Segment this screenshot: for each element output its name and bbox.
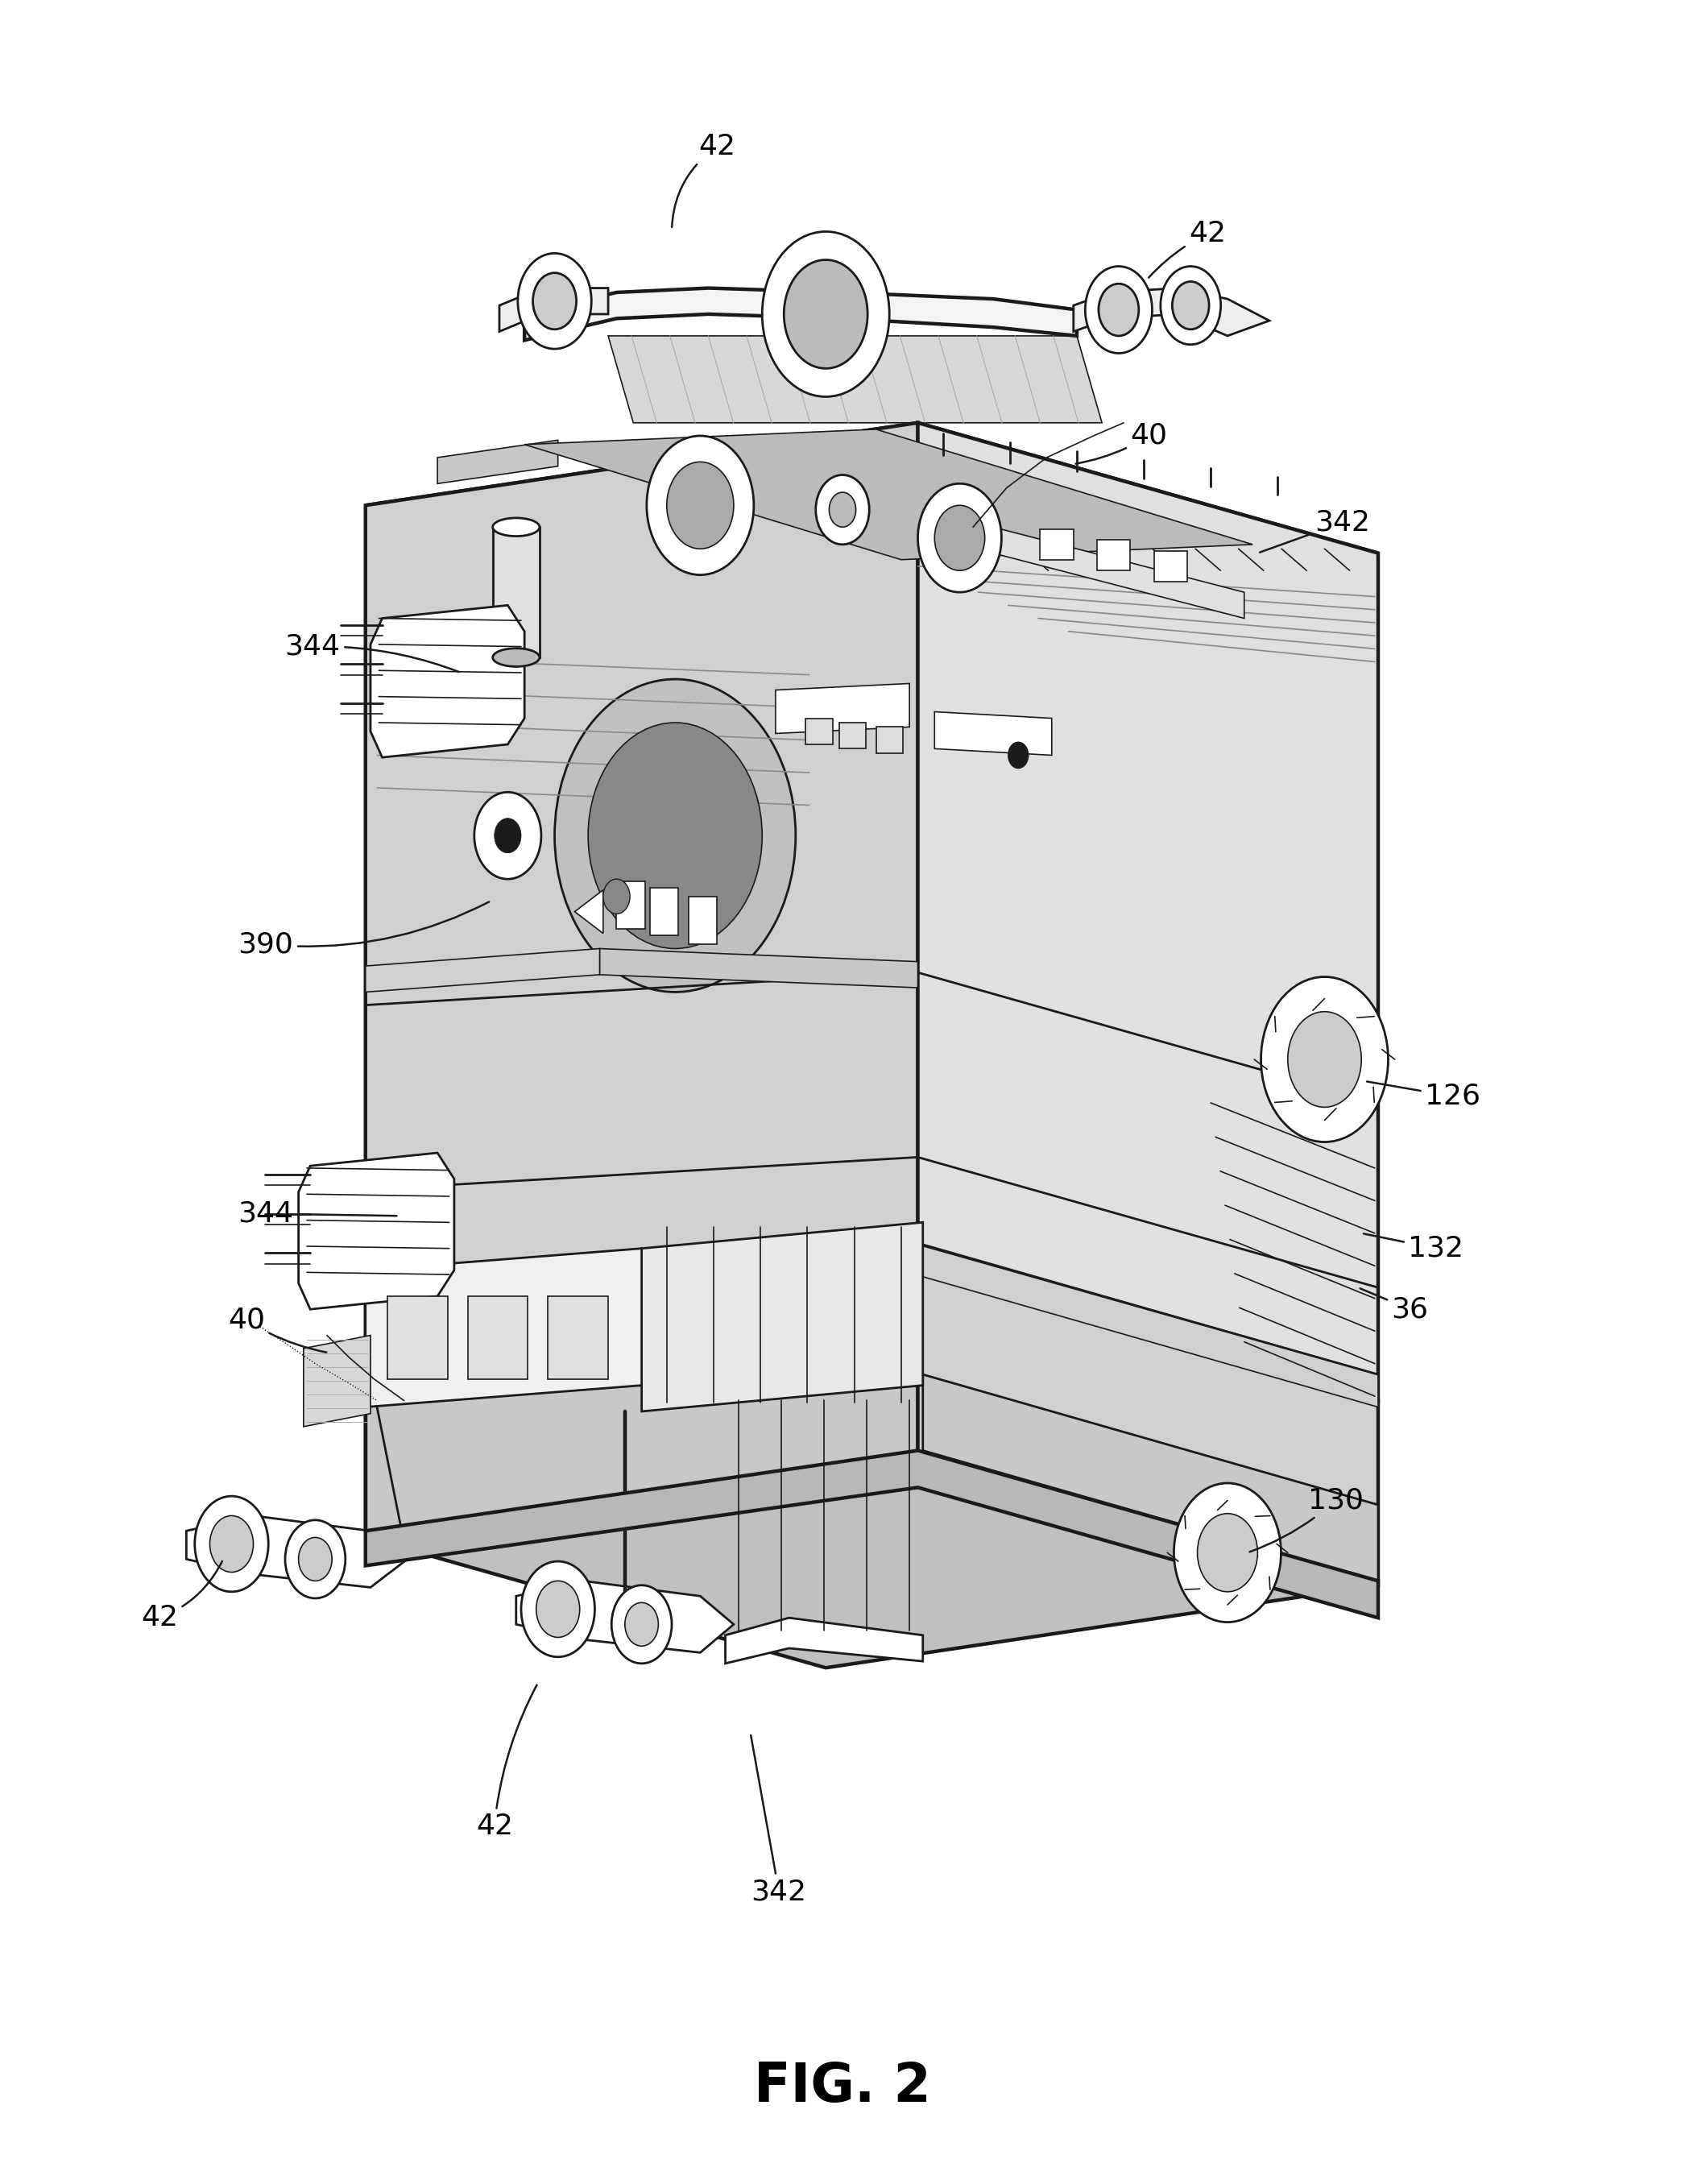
Circle shape <box>1174 1483 1281 1623</box>
Text: 42: 42 <box>142 1562 222 1631</box>
Circle shape <box>625 1603 659 1647</box>
Bar <box>839 723 866 749</box>
Text: 132: 132 <box>1363 1234 1464 1262</box>
Text: 342: 342 <box>752 1734 807 1904</box>
Circle shape <box>603 880 630 913</box>
Circle shape <box>647 437 753 574</box>
Polygon shape <box>575 889 603 933</box>
Circle shape <box>784 260 868 369</box>
Circle shape <box>816 474 869 544</box>
Circle shape <box>517 253 591 349</box>
Text: 342: 342 <box>1260 509 1370 553</box>
Ellipse shape <box>492 518 539 537</box>
Bar <box>617 880 645 928</box>
Bar <box>1040 529 1073 559</box>
Polygon shape <box>492 526 539 657</box>
Text: 42: 42 <box>672 133 735 227</box>
Polygon shape <box>923 1245 1378 1406</box>
Polygon shape <box>366 948 600 992</box>
Circle shape <box>1260 976 1388 1142</box>
Circle shape <box>473 793 541 880</box>
Circle shape <box>1161 266 1220 345</box>
Bar <box>689 895 716 943</box>
Polygon shape <box>187 1516 408 1588</box>
Polygon shape <box>775 684 910 734</box>
Text: 130: 130 <box>1250 1487 1363 1553</box>
Polygon shape <box>1073 288 1269 336</box>
Ellipse shape <box>492 649 539 666</box>
Text: 126: 126 <box>1367 1081 1481 1109</box>
Circle shape <box>1198 1514 1257 1592</box>
Text: FIG. 2: FIG. 2 <box>753 2060 932 2114</box>
Bar <box>388 1297 448 1378</box>
Polygon shape <box>516 1581 733 1653</box>
Circle shape <box>667 461 733 548</box>
Polygon shape <box>918 1271 1378 1586</box>
Polygon shape <box>625 441 826 474</box>
Polygon shape <box>366 1455 1378 1669</box>
Text: 42: 42 <box>1149 221 1227 277</box>
Text: 390: 390 <box>238 902 489 959</box>
Circle shape <box>554 679 795 992</box>
Bar <box>876 727 903 753</box>
Circle shape <box>1085 266 1153 354</box>
Polygon shape <box>642 1223 923 1411</box>
Polygon shape <box>608 336 1102 424</box>
Bar <box>467 1297 527 1378</box>
Text: 42: 42 <box>475 1686 538 1841</box>
Circle shape <box>521 1562 595 1658</box>
Circle shape <box>1008 743 1028 769</box>
Polygon shape <box>366 424 1378 636</box>
Text: 344: 344 <box>285 633 458 673</box>
Circle shape <box>1099 284 1139 336</box>
Polygon shape <box>923 1374 1378 1581</box>
Circle shape <box>1173 282 1210 330</box>
Polygon shape <box>366 1249 659 1406</box>
Circle shape <box>195 1496 268 1592</box>
Bar <box>805 719 832 745</box>
Text: 40: 40 <box>1075 422 1168 463</box>
Circle shape <box>612 1586 672 1664</box>
Bar <box>548 1297 608 1378</box>
Circle shape <box>285 1520 345 1599</box>
Circle shape <box>532 273 576 330</box>
Circle shape <box>211 1516 253 1572</box>
Polygon shape <box>298 1153 455 1308</box>
Polygon shape <box>600 948 918 987</box>
Circle shape <box>298 1538 332 1581</box>
Text: 40: 40 <box>227 1306 327 1352</box>
Circle shape <box>494 819 521 854</box>
Polygon shape <box>366 1271 918 1538</box>
Bar <box>1154 550 1188 581</box>
Circle shape <box>1287 1011 1361 1107</box>
Polygon shape <box>935 712 1051 756</box>
Polygon shape <box>499 288 608 332</box>
Polygon shape <box>366 1450 1378 1618</box>
Polygon shape <box>303 1334 371 1426</box>
Text: 36: 36 <box>1360 1289 1429 1324</box>
Bar <box>1097 539 1131 570</box>
Circle shape <box>588 723 762 948</box>
Circle shape <box>935 505 984 570</box>
Polygon shape <box>918 424 1378 1400</box>
Polygon shape <box>524 288 1077 341</box>
Polygon shape <box>366 424 918 1352</box>
Text: 344: 344 <box>238 1199 396 1227</box>
Polygon shape <box>371 605 524 758</box>
Bar <box>650 887 679 935</box>
Circle shape <box>918 483 1001 592</box>
Polygon shape <box>524 430 1252 559</box>
Polygon shape <box>725 1618 923 1664</box>
Circle shape <box>536 1581 580 1638</box>
Polygon shape <box>992 526 1244 618</box>
Circle shape <box>762 232 890 397</box>
Circle shape <box>829 491 856 526</box>
Polygon shape <box>438 441 558 483</box>
